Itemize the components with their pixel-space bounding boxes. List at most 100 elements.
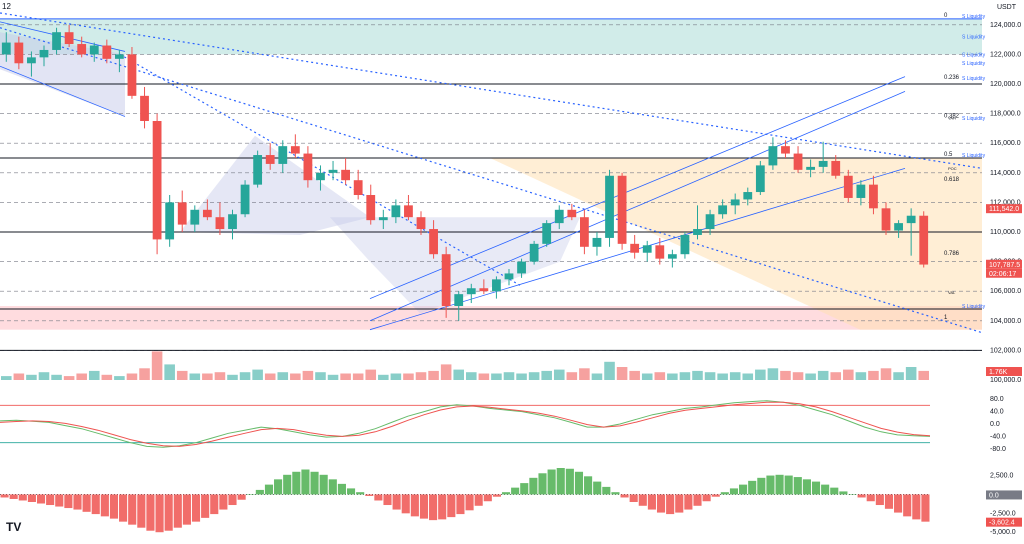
candle-body	[667, 254, 677, 259]
histogram-bar	[848, 494, 857, 495]
liquidity-label: S Liquidity	[962, 304, 986, 310]
volume-bar	[755, 369, 766, 380]
histogram-bar	[292, 471, 301, 495]
candle-body	[693, 229, 702, 235]
histogram-bar	[182, 494, 191, 525]
candle-body	[240, 184, 250, 215]
price-tick: 102,000.0	[990, 347, 1021, 354]
profile-label: VAL	[948, 290, 956, 295]
histogram-bar	[693, 494, 702, 506]
histogram-tick: -5,000.0	[990, 529, 1016, 536]
volume-bar	[88, 370, 100, 380]
histogram-bar	[501, 492, 511, 495]
liquidity-zone	[0, 18, 982, 55]
candle-body	[27, 57, 36, 64]
profile-label: VAH	[948, 116, 956, 121]
candle-body	[265, 155, 275, 164]
volume-bar	[126, 373, 138, 380]
candle-body	[492, 279, 501, 292]
histogram-bar	[766, 475, 775, 495]
volume-bar	[679, 372, 691, 380]
trendline	[0, 27, 983, 334]
candle-body	[64, 32, 74, 45]
candle-body	[303, 153, 313, 181]
price-tick: 112,000.0	[990, 199, 1021, 206]
candle-body	[215, 217, 225, 230]
histogram-bar	[602, 486, 611, 495]
candle-body	[177, 202, 187, 225]
histogram-bar	[456, 494, 465, 515]
candle-body	[906, 215, 916, 224]
histogram-bar	[757, 477, 766, 495]
histogram-bar	[356, 492, 365, 495]
histogram-bar	[492, 494, 501, 497]
histogram-bar	[201, 494, 210, 518]
histogram-bar	[392, 494, 401, 510]
candle-body	[328, 169, 338, 173]
liquidity-label: S Liquidity	[962, 76, 986, 82]
volume-bar	[453, 369, 464, 380]
volume-bar	[729, 372, 741, 380]
volume-bar	[189, 373, 201, 380]
interval-label[interactable]: 12	[2, 2, 11, 11]
histogram-bar	[447, 494, 456, 518]
volume-bar	[164, 364, 175, 380]
candle-body	[454, 294, 464, 306]
oscillator-layer: 80.0 40.0 0.0 -40.0 -80.0	[0, 396, 1006, 453]
volume-bar	[742, 373, 754, 380]
volume-bar	[843, 369, 854, 380]
histogram-value-label: -3,602.4	[989, 520, 1015, 527]
candle-body	[529, 243, 539, 262]
volume-bar	[868, 370, 879, 380]
volume-bar	[365, 369, 377, 380]
histogram-bar	[711, 494, 720, 497]
histogram-bar	[702, 494, 711, 502]
histogram-bar	[155, 494, 164, 533]
liquidity-label: S Liquidity	[962, 35, 986, 41]
volume-bar	[76, 373, 87, 380]
histogram-bar	[401, 494, 410, 514]
volume-layer	[1, 351, 929, 380]
volume-bar	[880, 368, 892, 380]
trendline	[0, 12, 983, 169]
volume-bar	[26, 374, 37, 380]
price-tag	[986, 268, 1022, 278]
histogram-bar	[784, 475, 793, 495]
liquidity-label: S Liquidity	[962, 52, 986, 58]
fib-label: 0.382	[944, 114, 960, 120]
volume-bar	[654, 372, 666, 380]
volume-bar	[792, 372, 804, 380]
histogram-bar	[73, 494, 82, 510]
candle-body	[806, 166, 816, 170]
histogram-value-tag	[986, 490, 1022, 500]
histogram-bar	[119, 494, 128, 522]
histogram-bar	[283, 474, 292, 495]
price-tick: 120,000.0	[990, 81, 1021, 88]
volume-bar	[641, 373, 653, 380]
histogram-bar	[64, 494, 73, 509]
volume-bar	[553, 369, 565, 380]
liquidity-label: S Liquidity	[962, 116, 986, 122]
candle-body	[542, 223, 552, 244]
candle-body	[353, 180, 363, 195]
volume-bar	[491, 373, 502, 380]
histogram-bar	[383, 494, 392, 506]
fib-label: 0.5	[944, 152, 953, 158]
candle-body	[1, 42, 11, 55]
histogram-bar	[91, 494, 100, 515]
histogram-bar	[0, 494, 9, 498]
pattern-zone	[180, 135, 370, 235]
candle-body	[743, 192, 753, 200]
candle-body	[152, 121, 162, 240]
candle-body	[404, 205, 413, 218]
histogram-bar	[146, 494, 155, 531]
candle-body	[466, 288, 476, 295]
histogram-bar	[875, 494, 884, 506]
histogram-bar	[857, 494, 866, 498]
candle-body	[89, 45, 99, 55]
volume-bar	[780, 370, 791, 380]
currency-label[interactable]: USDT	[996, 4, 1016, 11]
price-tick: 100,000.0	[990, 377, 1021, 384]
volume-bar	[252, 369, 263, 380]
